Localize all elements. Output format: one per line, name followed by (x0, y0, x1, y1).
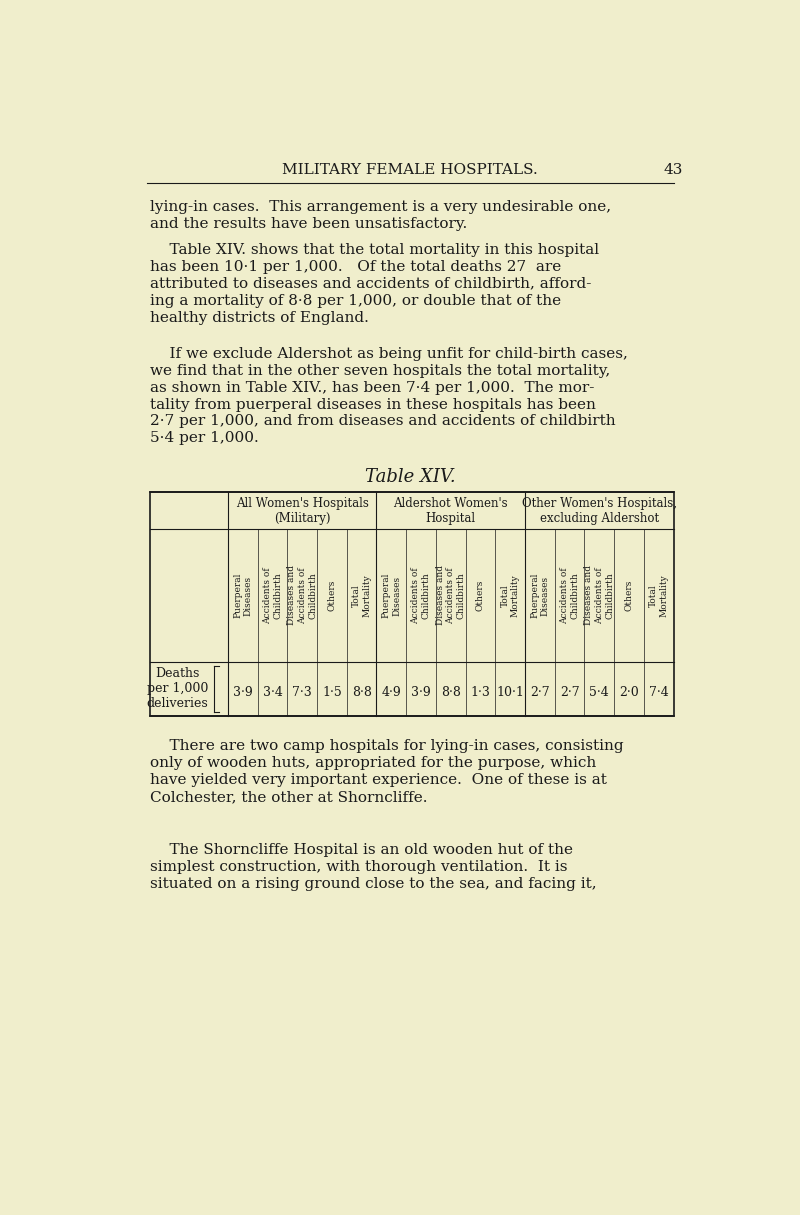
Text: Total
Mortality: Total Mortality (649, 575, 668, 617)
Text: 2·7 per 1,000, and from diseases and accidents of childbirth: 2·7 per 1,000, and from diseases and acc… (150, 414, 616, 429)
Text: ing a mortality of 8·8 per 1,000, or double that of the: ing a mortality of 8·8 per 1,000, or dou… (150, 294, 562, 307)
Text: 2·7: 2·7 (560, 686, 579, 699)
Text: 43: 43 (664, 164, 683, 177)
Text: 7·3: 7·3 (292, 686, 312, 699)
Text: 7·4: 7·4 (649, 686, 669, 699)
Text: have yielded very important experience.  One of these is at: have yielded very important experience. … (150, 773, 607, 787)
Text: situated on a rising ground close to the sea, and facing it,: situated on a rising ground close to the… (150, 877, 597, 892)
Text: Table XIV. shows that the total mortality in this hospital: Table XIV. shows that the total mortalit… (150, 243, 599, 256)
Text: 1·3: 1·3 (470, 686, 490, 699)
Text: 5·4 per 1,000.: 5·4 per 1,000. (150, 431, 259, 446)
Text: There are two camp hospitals for lying-in cases, consisting: There are two camp hospitals for lying-i… (150, 740, 624, 753)
Text: MILITARY FEMALE HOSPITALS.: MILITARY FEMALE HOSPITALS. (282, 164, 538, 177)
Text: and the results have been unsatisfactory.: and the results have been unsatisfactory… (150, 217, 468, 231)
Text: Deaths
per 1,000
deliveries: Deaths per 1,000 deliveries (146, 667, 208, 710)
Text: Other Women's Hospitals,
excluding Aldershot: Other Women's Hospitals, excluding Alder… (522, 497, 677, 525)
Text: Puerperal
Diseases: Puerperal Diseases (382, 572, 401, 618)
Text: Accidents of
Childbirth: Accidents of Childbirth (411, 567, 430, 623)
Text: Diseases and
Accidents of
Childbirth: Diseases and Accidents of Childbirth (584, 565, 614, 626)
Text: has been 10·1 per 1,000.   Of the total deaths 27  are: has been 10·1 per 1,000. Of the total de… (150, 260, 562, 273)
Text: we find that in the other seven hospitals the total mortality,: we find that in the other seven hospital… (150, 363, 610, 378)
Text: 5·4: 5·4 (590, 686, 609, 699)
Text: 3·9: 3·9 (233, 686, 253, 699)
Text: Accidents of
Childbirth: Accidents of Childbirth (262, 567, 282, 623)
Text: Total
Mortality: Total Mortality (352, 575, 371, 617)
Text: Diseases and
Accidents of
Childbirth: Diseases and Accidents of Childbirth (287, 565, 317, 626)
Text: 8·8: 8·8 (352, 686, 371, 699)
Text: 4·9: 4·9 (382, 686, 401, 699)
Text: Others: Others (327, 580, 336, 611)
Text: 2·7: 2·7 (530, 686, 550, 699)
Text: healthy districts of England.: healthy districts of England. (150, 311, 370, 324)
Text: All Women's Hospitals
(Military): All Women's Hospitals (Military) (236, 497, 369, 525)
Text: Table XIV.: Table XIV. (365, 468, 455, 486)
Text: Puerperal
Diseases: Puerperal Diseases (530, 572, 550, 618)
Text: Accidents of
Childbirth: Accidents of Childbirth (560, 567, 579, 623)
Text: Total
Mortality: Total Mortality (501, 575, 520, 617)
Text: Colchester, the other at Shorncliffe.: Colchester, the other at Shorncliffe. (150, 790, 428, 804)
Bar (150, 492, 674, 716)
Text: tality from puerperal diseases in these hospitals has been: tality from puerperal diseases in these … (150, 397, 596, 412)
Text: Others: Others (625, 580, 634, 611)
Text: only of wooden huts, appropriated for the purpose, which: only of wooden huts, appropriated for th… (150, 757, 597, 770)
Text: as shown in Table XIV., has been 7·4 per 1,000.  The mor-: as shown in Table XIV., has been 7·4 per… (150, 380, 594, 395)
Text: 3·4: 3·4 (262, 686, 282, 699)
Text: 10·1: 10·1 (496, 686, 524, 699)
Text: simplest construction, with thorough ventilation.  It is: simplest construction, with thorough ven… (150, 860, 568, 875)
Text: 2·0: 2·0 (619, 686, 639, 699)
Text: 8·8: 8·8 (441, 686, 461, 699)
Text: Aldershot Women's
Hospital: Aldershot Women's Hospital (394, 497, 508, 525)
Text: 3·9: 3·9 (411, 686, 431, 699)
Text: Others: Others (476, 580, 485, 611)
Text: Diseases and
Accidents of
Childbirth: Diseases and Accidents of Childbirth (436, 565, 466, 626)
Text: lying-in cases.  This arrangement is a very undesirable one,: lying-in cases. This arrangement is a ve… (150, 200, 611, 214)
Text: attributed to diseases and accidents of childbirth, afford-: attributed to diseases and accidents of … (150, 277, 592, 290)
Text: 1·5: 1·5 (322, 686, 342, 699)
Text: The Shorncliffe Hospital is an old wooden hut of the: The Shorncliffe Hospital is an old woode… (150, 843, 574, 858)
Text: If we exclude Aldershot as being unfit for child-birth cases,: If we exclude Aldershot as being unfit f… (150, 346, 628, 361)
Text: Puerperal
Diseases: Puerperal Diseases (233, 572, 253, 618)
